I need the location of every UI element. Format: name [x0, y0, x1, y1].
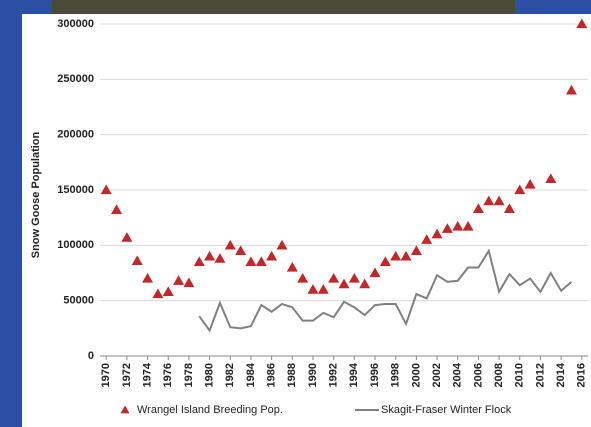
legend-label: Skagit-Fraser Winter Flock	[381, 404, 512, 416]
y-tick-label: 300000	[57, 18, 94, 30]
x-tick-label: 1972	[121, 363, 133, 387]
x-tick-label: 2016	[576, 363, 588, 387]
x-tick-label: 1970	[100, 363, 112, 387]
y-tick-label: 200000	[57, 129, 94, 141]
page: {"chart_data": {"type": "scatter-line", …	[0, 0, 591, 427]
x-tick-label: 1990	[307, 363, 319, 387]
y-tick-label: 0	[88, 350, 94, 362]
y-tick-label: 100000	[57, 239, 94, 251]
x-tick-label: 1986	[266, 363, 278, 387]
x-tick-label: 2008	[493, 363, 505, 387]
x-tick-label: 1984	[245, 362, 257, 387]
x-tick-label: 2004	[452, 362, 464, 387]
x-tick-label: 1996	[369, 363, 381, 387]
x-tick-label: 2014	[555, 362, 567, 387]
photo-strip	[52, 0, 515, 14]
x-tick-label: 1974	[141, 362, 153, 387]
legend-label: Wrangel Island Breeding Pop.	[137, 404, 283, 416]
x-tick-label: 1998	[390, 363, 402, 387]
x-tick-label: 1982	[224, 363, 236, 387]
x-tick-label: 1988	[286, 363, 298, 387]
x-tick-label: 2012	[534, 363, 546, 387]
x-tick-label: 1994	[348, 362, 360, 387]
x-tick-label: 2000	[410, 363, 422, 387]
x-tick-label: 2010	[514, 363, 526, 387]
y-axis-title: Snow Goose Population	[30, 131, 42, 258]
x-tick-label: 1992	[328, 363, 340, 387]
x-tick-label: 1980	[203, 363, 215, 387]
x-tick-label: 1978	[183, 363, 195, 387]
y-tick-label: 150000	[57, 184, 94, 196]
y-tick-label: 50000	[63, 295, 94, 307]
chart: Snow Goose Population 0 50000 100000 150000…	[0, 0, 591, 427]
x-tick-label: 2002	[431, 363, 443, 387]
y-tick-label: 250000	[57, 73, 94, 85]
x-tick-label: 2006	[472, 363, 484, 387]
x-tick-label: 1976	[162, 363, 174, 387]
